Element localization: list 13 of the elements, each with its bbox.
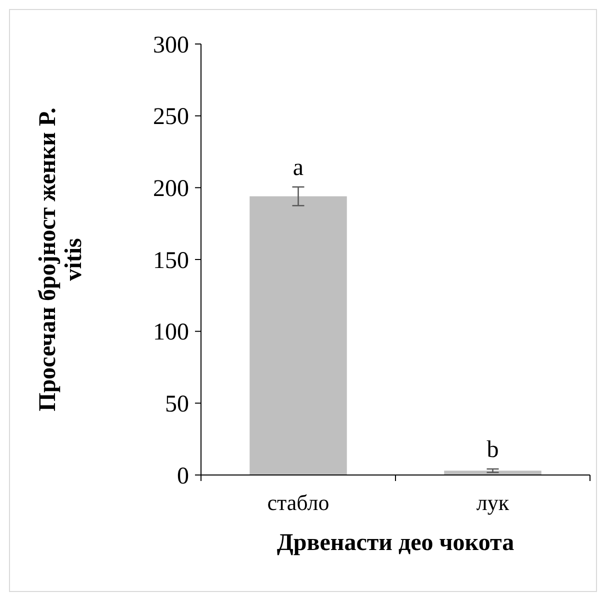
x-tick-label: лук xyxy=(476,490,510,515)
annotation: a xyxy=(292,154,304,181)
y-tick-label: 100 xyxy=(153,320,189,346)
x-tick-label: стабло xyxy=(267,490,330,515)
y-tick-label: 0 xyxy=(177,463,189,490)
x-axis-title: Дрвенасти део чокота xyxy=(276,530,514,556)
y-tick-label: 300 xyxy=(153,32,189,58)
y-tick-label: 150 xyxy=(153,248,189,274)
y-axis-title: Просечан бројност женки P. vitis xyxy=(35,108,87,412)
y-tick-label: 250 xyxy=(153,104,189,130)
y-tick-label: 50 xyxy=(165,392,189,418)
y-tick-label: 200 xyxy=(153,176,189,202)
annotation: b xyxy=(486,436,499,463)
